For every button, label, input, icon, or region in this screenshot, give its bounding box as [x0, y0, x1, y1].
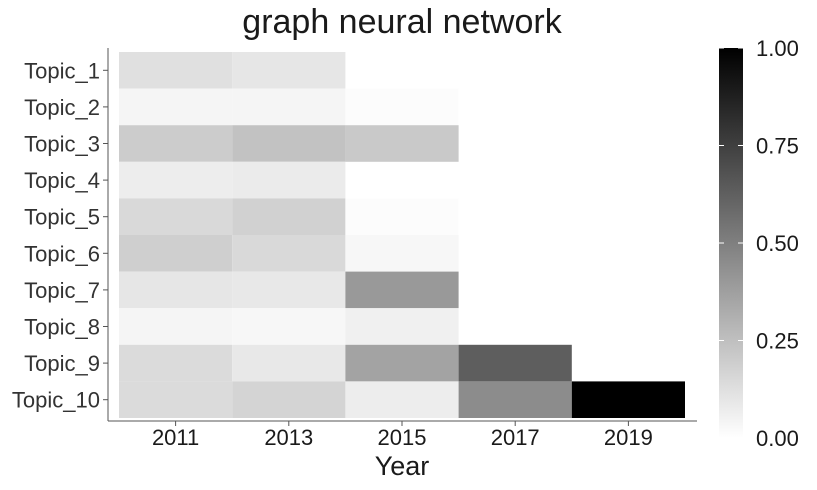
heatmap-cell [119, 381, 233, 418]
heatmap-cell [232, 344, 346, 382]
colorbar-tick-label: 0.50 [756, 231, 799, 256]
y-tick-label: Topic_8 [24, 315, 100, 340]
heatmap-cell [119, 161, 233, 199]
y-tick-label: Topic_5 [24, 205, 100, 230]
heatmap-cell [232, 88, 346, 126]
heatmap-cell [232, 198, 346, 235]
heatmap-cell [119, 271, 233, 309]
heatmap-cell [345, 235, 459, 272]
colorbar-tick-label: 1.00 [756, 36, 799, 61]
heatmap-cells [119, 52, 685, 418]
heatmap-cell [232, 308, 346, 345]
chart-title: graph neural network [242, 3, 562, 41]
heatmap-cell [345, 344, 459, 382]
x-tick-label: 2011 [152, 425, 199, 450]
heatmap-cell [345, 198, 459, 235]
x-tick-label: 2015 [378, 425, 427, 450]
heatmap-cell [119, 88, 233, 126]
colorbar-tick-label: 0.75 [756, 134, 799, 159]
heatmap-cell [458, 381, 572, 418]
x-axis-title: Year [375, 451, 430, 481]
heatmap-cell [571, 381, 685, 418]
colorbar-tick-label: 0.00 [756, 426, 799, 451]
heatmap-cell [345, 308, 459, 345]
heatmap-cell [345, 271, 459, 309]
heatmap-cell [232, 161, 346, 199]
y-axis-ticks: Topic_1 Topic_2 Topic_3 Topic_4 Topic_5 Topic… [12, 58, 108, 413]
y-tick-label: Topic_4 [24, 168, 100, 193]
heatmap-cell [345, 125, 459, 162]
y-tick-label: Topic_9 [24, 351, 100, 376]
heatmap-cell [232, 271, 346, 309]
heatmap-cell [345, 381, 459, 418]
y-tick-label: Topic_6 [24, 241, 100, 266]
heatmap-cell [119, 198, 233, 235]
heatmap-cell [119, 125, 233, 162]
y-tick-label: Topic_3 [24, 132, 100, 157]
heatmap-cell [119, 235, 233, 272]
y-tick-label: Topic_1 [24, 58, 100, 83]
colorbar-tick-label: 0.25 [756, 329, 799, 354]
x-tick-label: 2017 [491, 425, 540, 450]
colorbar-ticks: 0.00 0.25 0.50 0.75 1.00 [719, 36, 799, 451]
y-tick-label: Topic_2 [24, 95, 100, 120]
y-tick-label: Topic_10 [12, 388, 100, 413]
heatmap-cell [119, 52, 233, 89]
heatmap-cell [232, 52, 346, 89]
heatmap-cell [232, 381, 346, 418]
x-axis-ticks: 2011 2013 2015 2017 2019 [152, 421, 653, 450]
heatmap-cell [232, 235, 346, 272]
y-tick-label: Topic_7 [24, 278, 100, 303]
x-tick-label: 2013 [264, 425, 313, 450]
heatmap-cell [345, 88, 459, 126]
heatmap-cell [119, 344, 233, 382]
x-tick-label: 2019 [604, 425, 653, 450]
heatmap-cell [232, 125, 346, 162]
heatmap-cell [119, 308, 233, 345]
heatmap-cell [458, 344, 572, 382]
